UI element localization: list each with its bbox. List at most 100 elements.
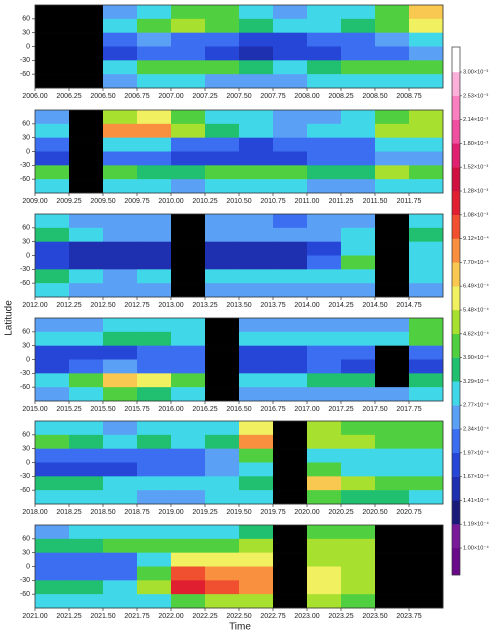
x-tick-label: 2014.25 — [328, 302, 353, 309]
cell — [35, 525, 70, 540]
cell — [239, 269, 274, 284]
cell — [137, 227, 172, 242]
cell — [103, 345, 138, 360]
y-tick-label: -60 — [20, 591, 30, 598]
x-tick-label: 2021.50 — [90, 613, 115, 620]
x-tick-label: 2016.50 — [226, 406, 251, 413]
cell — [239, 462, 274, 477]
cell — [307, 151, 342, 166]
cell — [103, 387, 138, 402]
cell — [307, 525, 342, 540]
cell — [35, 538, 70, 553]
y-tick-label: -30 — [20, 473, 30, 480]
cell — [171, 421, 206, 436]
cell — [307, 331, 342, 346]
cell — [103, 165, 138, 180]
colorbar-segment — [452, 72, 460, 96]
cell — [205, 283, 240, 298]
cell — [307, 373, 342, 388]
colorbar-label: 1.52×10⁻³ — [463, 165, 488, 171]
x-tick-label: 2023.50 — [362, 613, 387, 620]
colorbar-label: 1.97×10⁻⁴ — [463, 449, 489, 456]
cell — [35, 165, 70, 180]
cell — [307, 32, 342, 47]
cell — [35, 594, 70, 609]
colorbar-segment — [452, 310, 460, 334]
cell — [341, 538, 376, 553]
x-tick-label: 2011.75 — [397, 198, 422, 205]
data-gap — [69, 110, 104, 125]
data-gap — [273, 525, 308, 540]
cell — [35, 387, 70, 402]
cell — [273, 373, 308, 388]
y-tick-label: 30 — [22, 446, 30, 453]
x-tick-label: 2009.00 — [22, 198, 47, 205]
x-tick-label: 2014.00 — [294, 302, 319, 309]
cell — [171, 5, 206, 20]
cell — [307, 255, 342, 270]
cell — [307, 345, 342, 360]
x-tick-label: 2019.50 — [226, 509, 251, 516]
data-gap — [205, 318, 240, 333]
colorbar-segment — [452, 119, 460, 144]
cell — [171, 60, 206, 75]
x-tick-label: 2011.50 — [363, 198, 388, 205]
cell — [307, 283, 342, 298]
cell — [69, 214, 104, 229]
x-tick-label: 2006.75 — [124, 93, 149, 100]
colorbar-label: 2.34×10⁻⁴ — [463, 425, 489, 432]
cell — [307, 60, 342, 75]
cell — [103, 46, 138, 61]
cell — [307, 137, 342, 152]
cell — [137, 462, 172, 477]
x-tick-label: 2020.25 — [328, 509, 353, 516]
cell — [307, 5, 342, 20]
cell — [205, 255, 240, 270]
cell — [103, 5, 138, 20]
x-tick-label: 2010.25 — [192, 198, 217, 205]
cell — [35, 345, 70, 360]
cell — [375, 18, 410, 33]
cell — [171, 18, 206, 33]
x-tick-label: 2012.25 — [56, 302, 81, 309]
cell — [307, 318, 342, 333]
colorbar-segment — [452, 333, 460, 358]
data-gap — [69, 5, 104, 20]
cell — [137, 345, 172, 360]
cell — [239, 387, 274, 402]
colorbar-segment — [452, 167, 460, 192]
cell — [171, 179, 206, 194]
cell — [307, 552, 342, 567]
cell — [273, 123, 308, 138]
y-tick-label: -60 — [20, 384, 30, 391]
x-tick-label: 2018.75 — [124, 509, 149, 516]
x-tick-label: 2018.50 — [90, 509, 115, 516]
cell — [137, 525, 172, 540]
cell — [341, 552, 376, 567]
cell — [35, 151, 70, 166]
cell — [137, 373, 172, 388]
cell — [409, 476, 444, 491]
cell — [239, 421, 274, 436]
cell — [273, 331, 308, 346]
cell — [307, 74, 342, 89]
data-gap — [69, 32, 104, 47]
cell — [137, 214, 172, 229]
cell — [341, 359, 376, 374]
cell — [205, 110, 240, 125]
colorbar-label: 1.28×10⁻³ — [463, 188, 488, 194]
x-tick-label: 2020.00 — [294, 509, 319, 516]
data-gap — [35, 18, 70, 33]
cell — [341, 165, 376, 180]
cell — [69, 580, 104, 595]
cell — [341, 18, 376, 33]
cell — [375, 74, 410, 89]
cell — [273, 241, 308, 256]
y-tick-label: 30 — [22, 30, 30, 37]
cell — [137, 387, 172, 402]
cell — [307, 359, 342, 374]
colorbar-segment — [452, 95, 460, 120]
colorbar-label: 1.00×10⁻⁴ — [463, 544, 489, 551]
cell — [409, 283, 444, 298]
data-gap — [375, 359, 410, 374]
